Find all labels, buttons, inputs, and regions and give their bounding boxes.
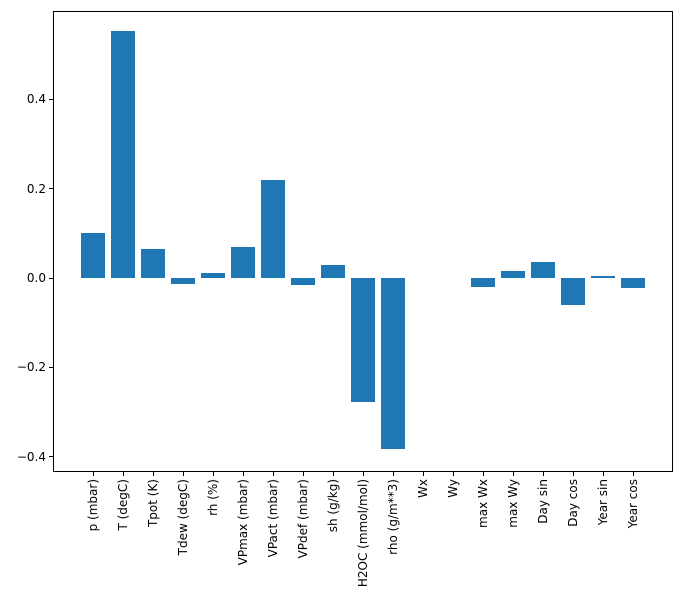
y-tick-label: 0.2 <box>26 181 46 196</box>
x-tick-label: Wx <box>415 479 430 498</box>
x-tick-mark <box>92 472 94 476</box>
y-tick-mark <box>49 98 53 100</box>
x-tick-label: Tdew (degC) <box>175 479 190 556</box>
x-tick-mark <box>302 472 304 476</box>
y-tick-mark <box>49 366 53 368</box>
bar-day-cos <box>561 278 586 306</box>
bar-p-mbar <box>81 233 106 279</box>
x-tick-mark <box>332 472 334 476</box>
x-tick-label: Day cos <box>565 479 580 527</box>
x-tick-label: max Wx <box>475 479 490 528</box>
y-tick-mark <box>49 188 53 190</box>
bar-sh-g-kg <box>321 264 346 279</box>
x-tick-mark <box>482 472 484 476</box>
y-tick-label: 0.0 <box>26 271 46 286</box>
bar-max-wy <box>501 270 526 279</box>
bar-rh <box>201 272 226 279</box>
x-tick-label: p (mbar) <box>85 479 100 532</box>
x-tick-label: VPdef (mbar) <box>295 479 310 559</box>
x-tick-mark <box>272 472 274 476</box>
x-tick-label: rh (%) <box>205 479 220 516</box>
x-tick-label: max Wy <box>505 479 520 528</box>
x-tick-label: Year cos <box>625 479 640 529</box>
x-tick-label: H2OC (mmol/mol) <box>355 479 370 588</box>
x-tick-label: VPmax (mbar) <box>235 479 250 566</box>
x-tick-label: T (degC) <box>115 479 130 531</box>
bar-year-sin <box>591 276 616 279</box>
x-tick-mark <box>152 472 154 476</box>
x-tick-mark <box>602 472 604 476</box>
x-tick-mark <box>182 472 184 476</box>
x-tick-mark <box>422 472 424 476</box>
bar-vpmax-mbar <box>231 247 256 279</box>
x-tick-mark <box>632 472 634 476</box>
bar-tdew-degc <box>171 278 196 284</box>
bar-h2oc-mmol-mol <box>351 278 376 403</box>
plot-area <box>53 11 673 472</box>
bar-tpot-k <box>141 249 166 279</box>
x-tick-mark <box>572 472 574 476</box>
bar-max-wx <box>471 278 496 288</box>
x-tick-label: Day sin <box>535 479 550 524</box>
bar-year-cos <box>621 278 646 288</box>
y-tick-label: −0.4 <box>16 449 46 464</box>
x-tick-mark <box>542 472 544 476</box>
y-tick-mark <box>49 277 53 279</box>
bar-t-degc <box>111 30 136 279</box>
y-tick-label: 0.4 <box>26 92 46 107</box>
bar-vpdef-mbar <box>291 278 316 286</box>
x-tick-mark <box>512 472 514 476</box>
bar-rho-g-m-3 <box>381 278 406 450</box>
x-tick-mark <box>392 472 394 476</box>
x-tick-label: VPact (mbar) <box>265 479 280 558</box>
x-tick-label: Year sin <box>595 479 610 526</box>
bar-vpact-mbar <box>261 179 286 279</box>
bar-day-sin <box>531 262 556 279</box>
x-tick-label: rho (g/m**3) <box>385 479 400 555</box>
x-tick-mark <box>212 472 214 476</box>
x-tick-label: sh (g/kg) <box>325 479 340 533</box>
x-tick-label: Tpot (K) <box>145 479 160 528</box>
x-tick-mark <box>242 472 244 476</box>
y-tick-label: −0.2 <box>16 360 46 375</box>
x-tick-label: Wy <box>445 479 460 498</box>
x-tick-mark <box>362 472 364 476</box>
x-tick-mark <box>122 472 124 476</box>
y-tick-mark <box>49 456 53 458</box>
x-tick-mark <box>452 472 454 476</box>
